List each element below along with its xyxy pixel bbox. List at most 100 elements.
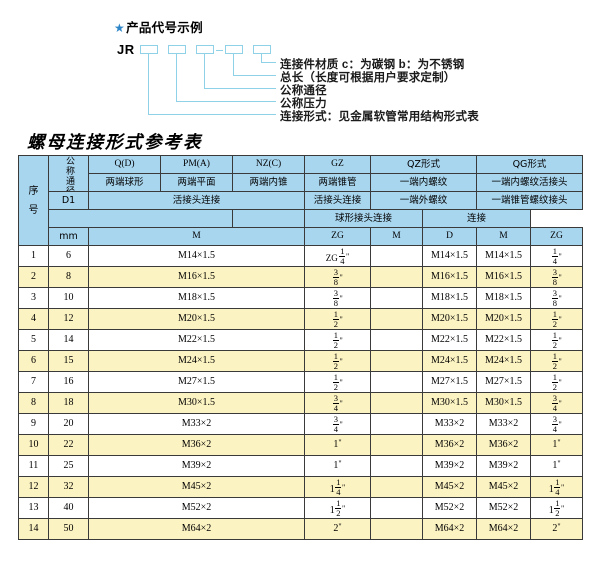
cell-qz-m: [370, 371, 423, 393]
leader-line-diameter-v: [204, 54, 206, 89]
table-header-row-endforms: 两端球形 两端平面 两端内锥 两端锥管 一端内螺纹 一端内螺纹活接头: [19, 173, 583, 192]
cell-thread-m: M64×2: [88, 518, 305, 540]
leader-line-material-v: [261, 54, 263, 63]
fraction-denominator: 2: [555, 507, 560, 518]
cell-thread-m: M14×1.5: [88, 245, 305, 267]
cell-seq: 4: [18, 308, 49, 330]
header-unit-m-qg: M: [476, 227, 531, 246]
header-unit-zg-gz: ZG: [304, 227, 371, 246]
fraction-numerator: 3: [332, 414, 339, 425]
fraction-denominator: 2: [552, 318, 557, 329]
cell-qg-zg: 3 8 ": [530, 266, 583, 288]
cell-qz-d: M36×2: [422, 434, 477, 456]
fraction-denominator: 2: [333, 360, 338, 371]
cell-nominal-diameter: 14: [48, 329, 89, 351]
fraction-whole: 2: [333, 523, 339, 535]
table-row: 3 10 M18×1.5 3 8 " M18×1.5 M18×1.5 3 8 ": [18, 287, 583, 309]
table-row: 6 15 M24×1.5 1 2 " M24×1.5 M24×1.5 1 2 ": [18, 350, 583, 372]
header-connect-qg: 连接: [422, 209, 531, 228]
header-code-pma: PM(A): [160, 155, 233, 174]
inch-mark: ": [558, 294, 562, 304]
cell-thread-m: M33×2: [88, 413, 305, 435]
zg-prefix: ZG: [325, 253, 338, 264]
cell-gz-zg: ZG 1 4 ": [304, 245, 371, 267]
annotation-total-length: 总长（长度可根据用户要求定制）: [280, 72, 456, 84]
code-box-1: [140, 45, 158, 54]
cell-seq: 7: [18, 371, 49, 393]
cell-qg-m: M27×1.5: [476, 371, 531, 393]
cell-qg-zg: 1 2 ": [530, 350, 583, 372]
cell-qz-m: [370, 287, 423, 309]
cell-qg-m: M33×2: [476, 413, 531, 435]
cell-qg-zg: 3 4 ": [530, 413, 583, 435]
fraction-numerator: 1: [554, 498, 561, 509]
cell-nominal-diameter: 40: [48, 497, 89, 519]
fraction-numerator: 1: [551, 330, 558, 341]
cell-thread-m: M16×1.5: [88, 266, 305, 288]
inch-mark: ": [338, 522, 342, 532]
product-code-title-text: 产品代号示例: [126, 21, 203, 35]
cell-qz-m: [370, 392, 423, 414]
fraction-numerator: 3: [551, 414, 558, 425]
cell-nominal-diameter: 15: [48, 350, 89, 372]
leader-line-length-v: [233, 54, 235, 76]
cell-seq: 8: [18, 392, 49, 414]
cell-gz-zg: 3 8 ": [304, 287, 371, 309]
header-seq-line1: 序: [28, 185, 39, 197]
cell-gz-zg: 3 8 ": [304, 266, 371, 288]
cell-nominal-diameter: 20: [48, 413, 89, 435]
cell-gz-zg: 1 2 ": [304, 371, 371, 393]
code-box-4: [225, 45, 243, 54]
cell-thread-m: M36×2: [88, 434, 305, 456]
header-unit-m-left: M: [88, 227, 305, 246]
fraction-whole: 1: [329, 505, 335, 517]
cell-qz-m: [370, 245, 423, 267]
cell-qg-m: M52×2: [476, 497, 531, 519]
cell-qz-m: [370, 476, 423, 498]
fraction-denominator: 2: [552, 339, 557, 350]
cell-qg-zg: 1 2 ": [530, 329, 583, 351]
fraction-denominator: 2: [552, 381, 557, 392]
cell-gz-zg: 1 2 ": [304, 350, 371, 372]
inch-mark: ": [558, 252, 562, 262]
cell-qz-d: M45×2: [422, 476, 477, 498]
table-row: 9 20 M33×2 3 4 " M33×2 M33×2 3 4 ": [18, 413, 583, 435]
fraction-denominator: 4: [552, 255, 557, 266]
inch-mark: ": [558, 420, 562, 430]
fraction-denominator: 8: [333, 297, 338, 308]
fraction-whole: 1: [333, 460, 339, 472]
cell-nominal-diameter: 8: [48, 266, 89, 288]
cell-qg-zg: 1 1 2 ": [530, 497, 583, 519]
annotation-nominal-pressure: 公称压力: [280, 98, 327, 110]
header-endform-nzc: 两端内锥: [232, 173, 305, 192]
inch-mark: ": [339, 294, 343, 304]
fraction-denominator: 4: [555, 486, 560, 497]
fraction-denominator: 2: [552, 360, 557, 371]
fraction-denominator: 4: [552, 402, 557, 413]
header-seq-line2: 号: [28, 204, 39, 216]
cell-qz-d: M39×2: [422, 455, 477, 477]
fraction-whole: 1: [333, 439, 339, 451]
cell-seq: 13: [18, 497, 49, 519]
header-endform-pma: 两端平面: [160, 173, 233, 192]
fraction-whole: 1: [552, 460, 558, 472]
leader-line-diameter-h: [204, 88, 276, 90]
cell-qg-zg: 1 1 4 ": [530, 476, 583, 498]
cell-qz-d: M27×1.5: [422, 371, 477, 393]
leader-line-material-h: [261, 62, 276, 64]
cell-qg-zg: 3 8 ": [530, 287, 583, 309]
cell-qg-m: M39×2: [476, 455, 531, 477]
cell-qz-m: [370, 413, 423, 435]
cell-qg-m: M18×1.5: [476, 287, 531, 309]
cell-seq: 14: [18, 518, 49, 540]
cell-thread-m: M45×2: [88, 476, 305, 498]
